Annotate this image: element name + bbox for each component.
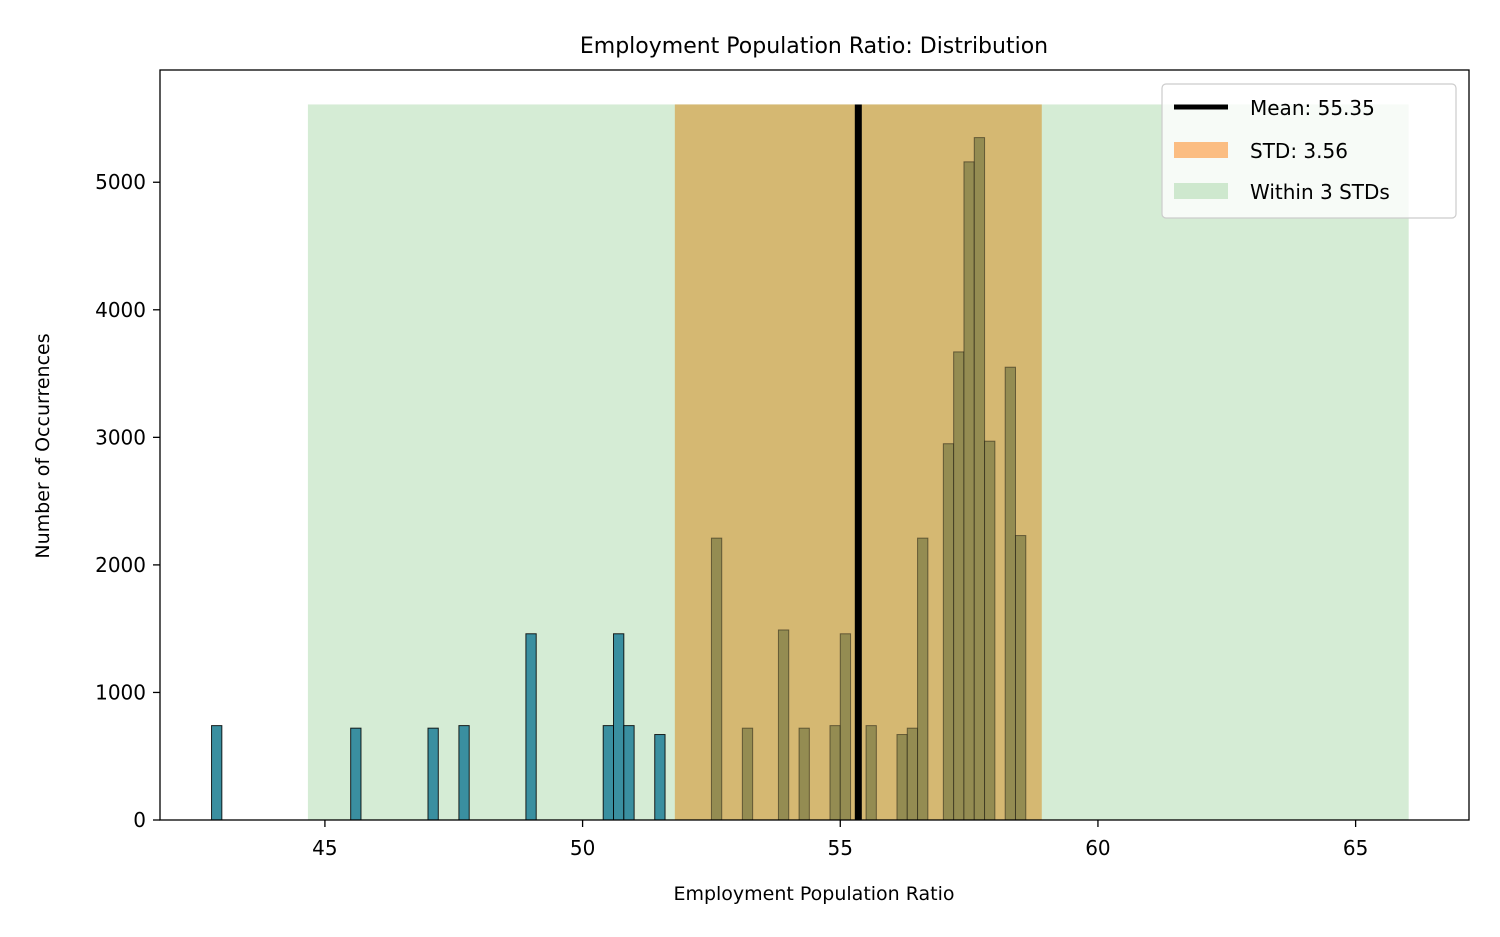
x-axis: 45 50 55 60 65: [312, 820, 1368, 860]
y-tick-label: 3000: [95, 425, 146, 449]
y-tick-label: 2000: [95, 553, 146, 577]
histogram-bar: [525, 633, 537, 821]
y-axis: 0 1000 2000 3000 4000 5000: [95, 170, 160, 832]
legend-frame: [1161, 83, 1457, 219]
chart-title: Employment Population Ratio: Distributio…: [580, 34, 1048, 59]
y-tick-label: 5000: [95, 170, 146, 194]
histogram-bar: [458, 725, 470, 821]
bars-layer: [211, 137, 1027, 821]
legend-mean-label: Mean: 55.35: [1250, 96, 1375, 120]
legend-std-swatch: [1174, 142, 1228, 158]
histogram-bar: [917, 537, 929, 821]
y-axis-label: Number of Occurrences: [32, 333, 54, 558]
histogram-bar: [953, 351, 965, 821]
legend-three-std-swatch: [1174, 183, 1228, 199]
x-tick-label: 45: [312, 836, 337, 860]
histogram-bar: [602, 725, 615, 821]
histogram-bar: [654, 734, 666, 821]
x-axis-label: Employment Population Ratio: [673, 883, 954, 905]
histogram-bar: [984, 440, 996, 821]
plot-frame: [159, 69, 1470, 821]
y-tick-label: 1000: [95, 680, 146, 704]
histogram-bar: [1004, 366, 1016, 821]
histogram-bar: [777, 629, 790, 821]
histogram-bar: [942, 443, 955, 821]
histogram-bar: [623, 725, 635, 821]
x-tick-label: 50: [570, 836, 595, 860]
histogram-bar: [829, 725, 841, 821]
y-tick-label: 0: [133, 808, 146, 832]
histogram-bar: [865, 725, 877, 821]
x-tick-label: 65: [1343, 836, 1368, 860]
histogram-bar: [839, 633, 852, 821]
histogram-bar: [350, 727, 362, 821]
x-tick-label: 60: [1085, 836, 1110, 860]
histogram-bar: [741, 727, 754, 821]
legend-three-std-label: Within 3 STDs: [1250, 180, 1390, 204]
histogram-bar: [798, 727, 810, 821]
histogram-bar: [211, 725, 223, 821]
y-tick-label: 4000: [95, 298, 146, 322]
histogram-bar: [427, 727, 439, 821]
histogram-bar: [1014, 535, 1027, 821]
histogram-bar: [973, 137, 986, 821]
x-tick-label: 55: [828, 836, 853, 860]
histogram-bar: [963, 161, 975, 821]
legend: Mean: 55.35 STD: 3.56 Within 3 STDs: [1161, 83, 1457, 219]
histogram-bar: [896, 734, 908, 821]
histogram-bar: [710, 537, 723, 821]
histogram-bar: [613, 633, 625, 821]
legend-std-label: STD: 3.56: [1250, 139, 1348, 163]
histogram-bar: [906, 727, 919, 821]
